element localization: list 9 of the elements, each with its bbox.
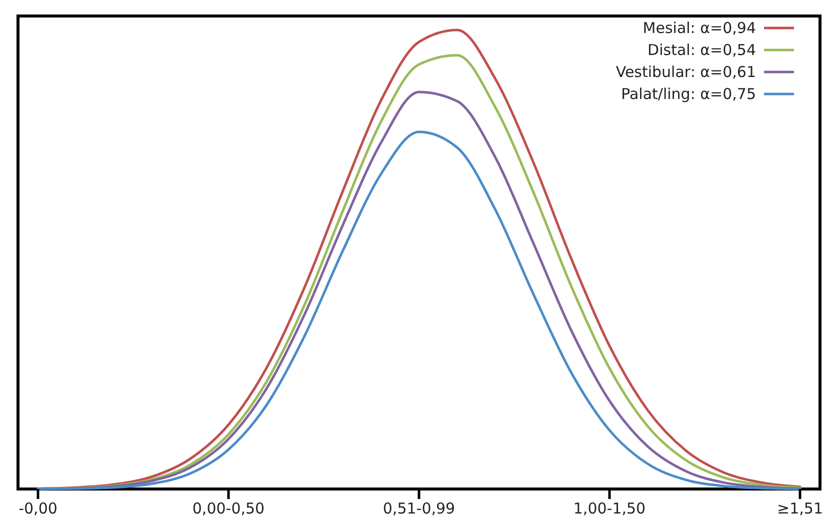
legend-label: Palat/ling: α=0,75 [621, 85, 756, 103]
x-tick-label: 0,00-0,50 [192, 500, 265, 518]
legend-label: Vestibular: α=0,61 [616, 63, 756, 81]
x-tick-label: -0,00 [18, 500, 58, 518]
legend-label: Mesial: α=0,94 [642, 19, 756, 37]
x-tick-label: 1,00-1,50 [573, 500, 646, 518]
x-tick-label: 0,51-0,99 [382, 500, 456, 518]
legend-label: Distal: α=0,54 [648, 41, 756, 59]
x-tick-label: ≥1,51 [777, 500, 823, 518]
